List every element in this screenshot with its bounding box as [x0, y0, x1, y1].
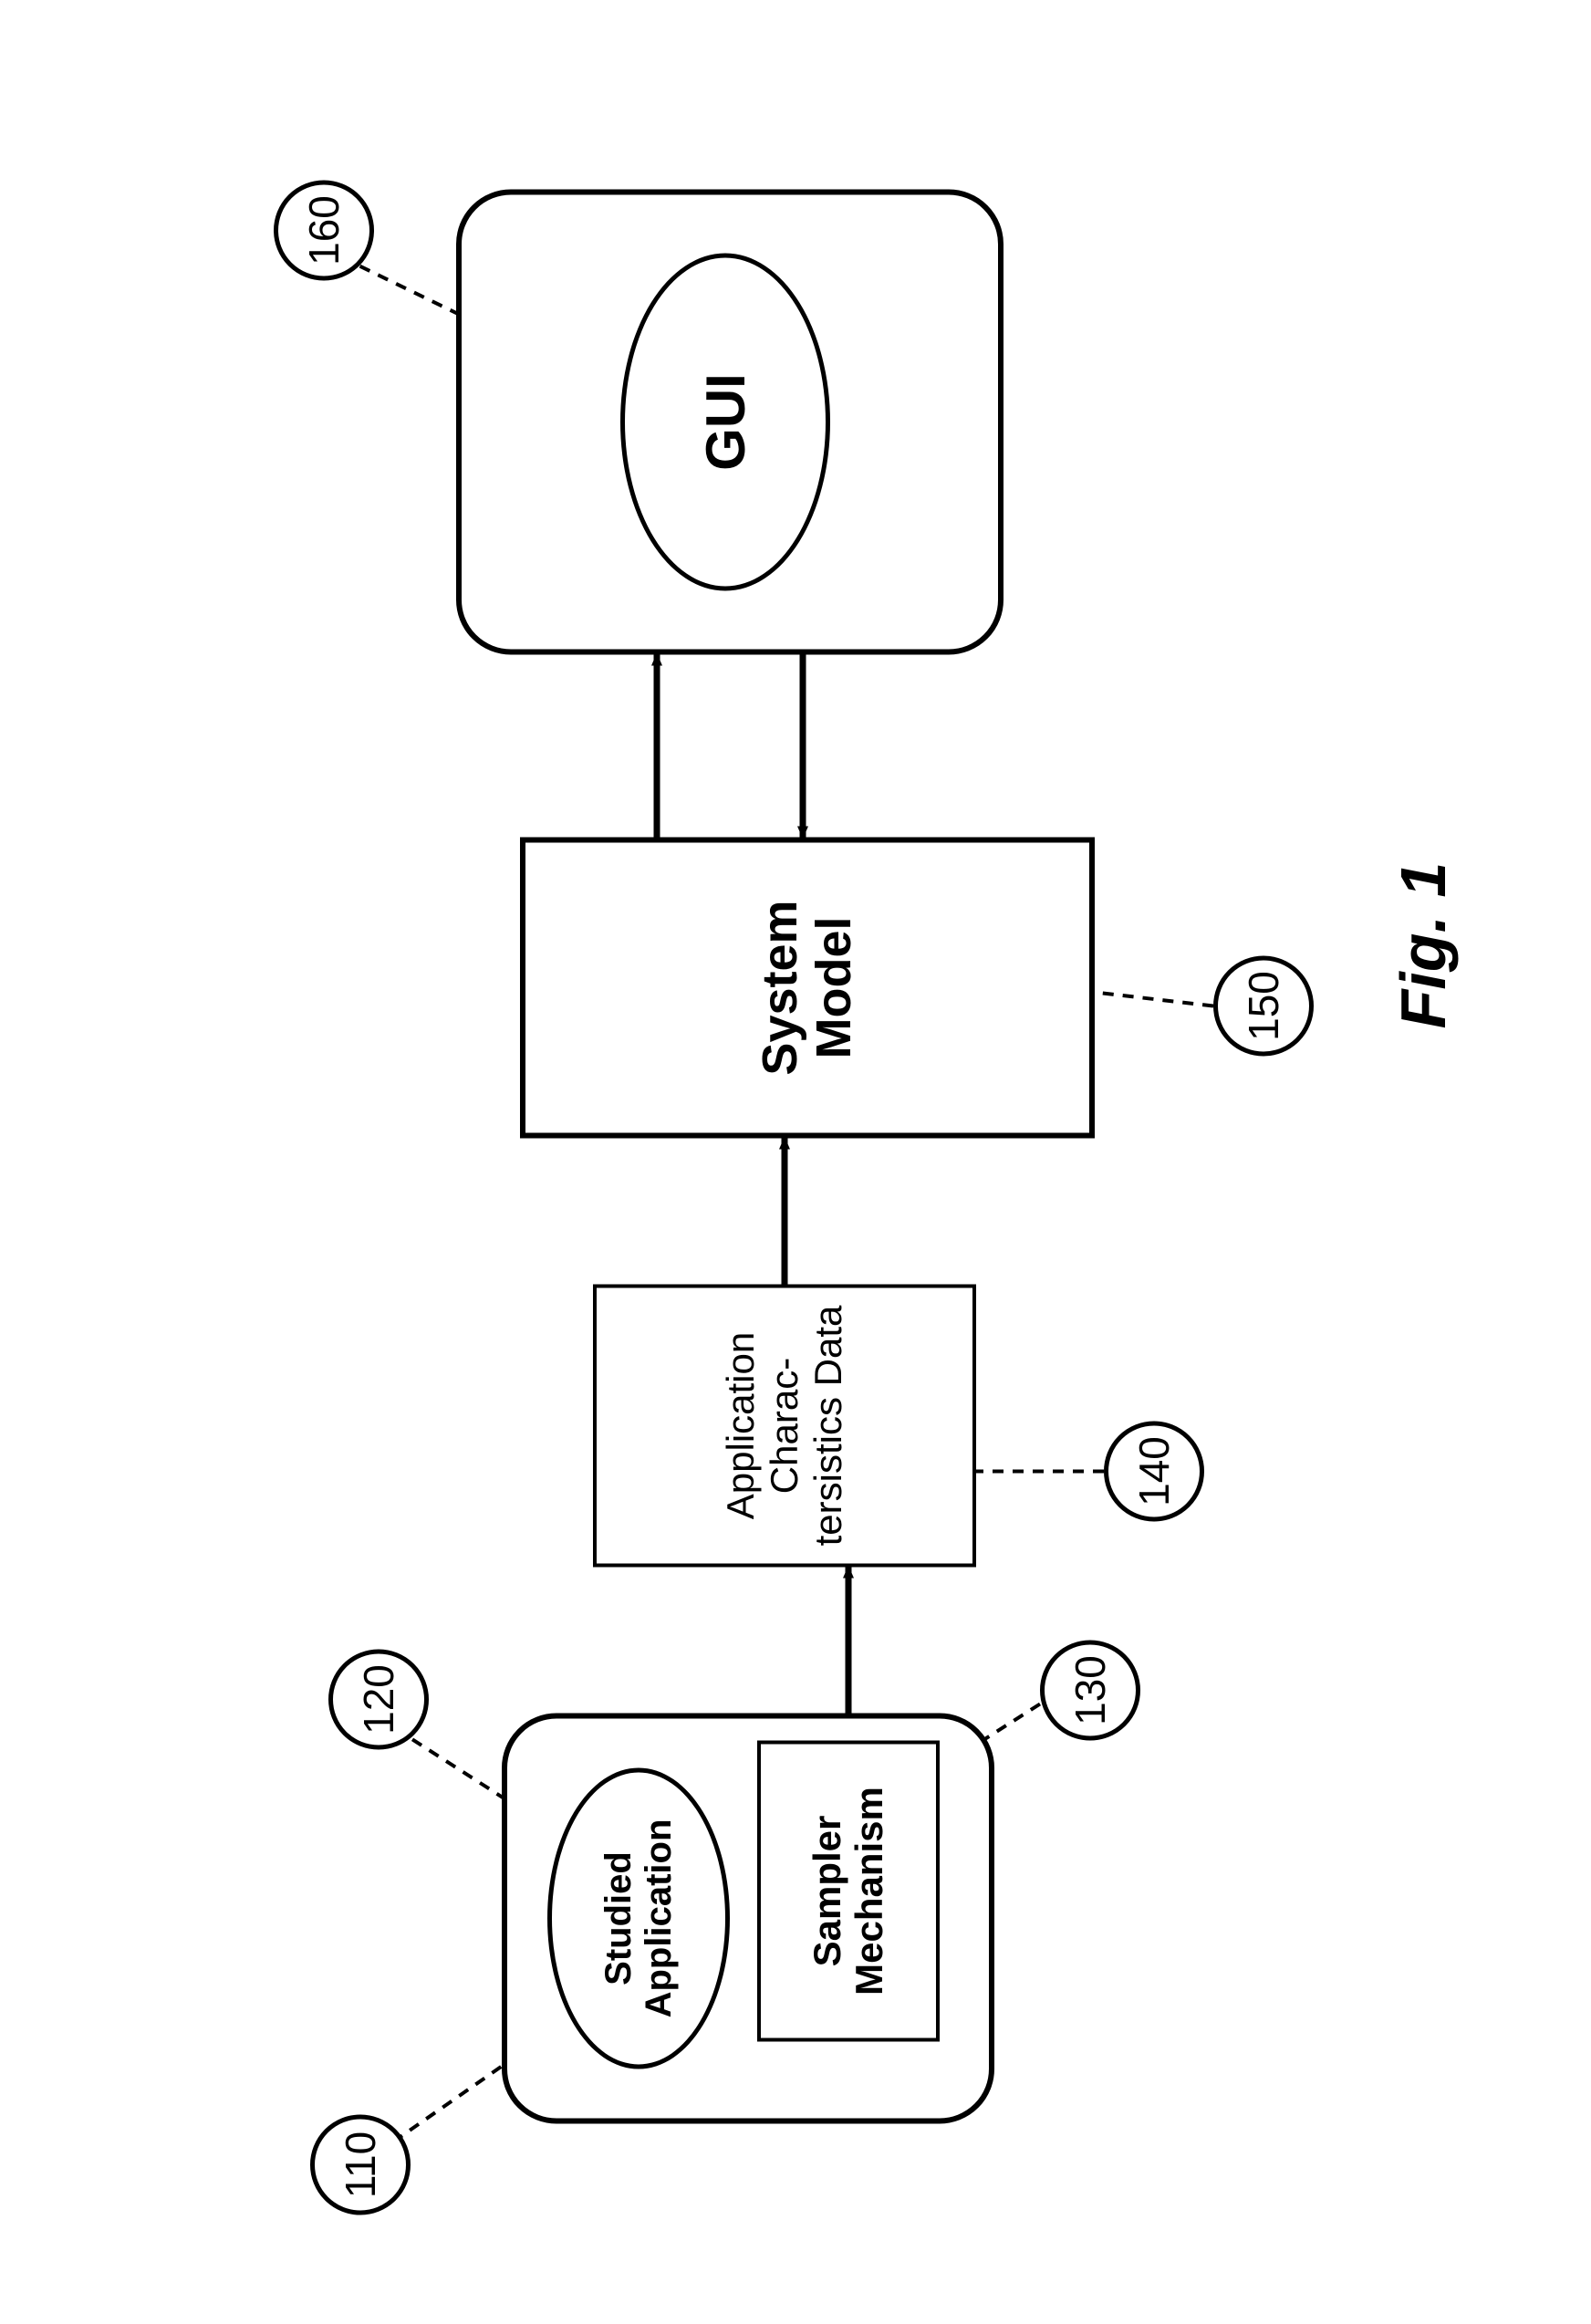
app-characteristics-label: Application Charac- tersistics Data: [719, 1304, 851, 1547]
ref-150-label: 150: [1239, 971, 1288, 1041]
sampler-mechanism-label: Sampler Mechanism: [806, 1744, 890, 2037]
studied-application-ellipse: Studied Application: [547, 1767, 730, 2069]
ref-120: 120: [328, 1649, 429, 1749]
figure-canvas: Studied Application Sampler Mechanism Ap…: [0, 0, 1591, 2324]
ref-130-label: 130: [1066, 1655, 1115, 1725]
ref-130: 130: [1040, 1640, 1140, 1740]
diagram-layer: Studied Application Sampler Mechanism Ap…: [0, 0, 1591, 2324]
ref-160: 160: [274, 180, 374, 280]
gui-label: GUI: [694, 373, 757, 471]
ref-150: 150: [1213, 955, 1314, 1056]
sampler-mechanism-box: Sampler Mechanism: [757, 1740, 940, 2041]
studied-application-label: Studied Application: [598, 1772, 679, 2064]
ref-120-label: 120: [354, 1664, 403, 1735]
gui-ellipse: GUI: [620, 253, 830, 590]
system-model-box: System Model: [520, 837, 1095, 1138]
ref-110-label: 110: [336, 2131, 385, 2197]
ref-140-label: 140: [1129, 1436, 1179, 1506]
app-characteristics-box: Application Charac- tersistics Data: [593, 1284, 976, 1567]
ref-110: 110: [310, 2114, 411, 2215]
system-model-label: System Model: [754, 842, 862, 1132]
ref-140: 140: [1104, 1421, 1204, 1521]
figure-label-text: Fig. 1: [1388, 861, 1459, 1028]
ref-160-label: 160: [299, 195, 348, 266]
leader-150: [1095, 992, 1213, 1006]
figure-label: Fig. 1: [1387, 861, 1460, 1028]
